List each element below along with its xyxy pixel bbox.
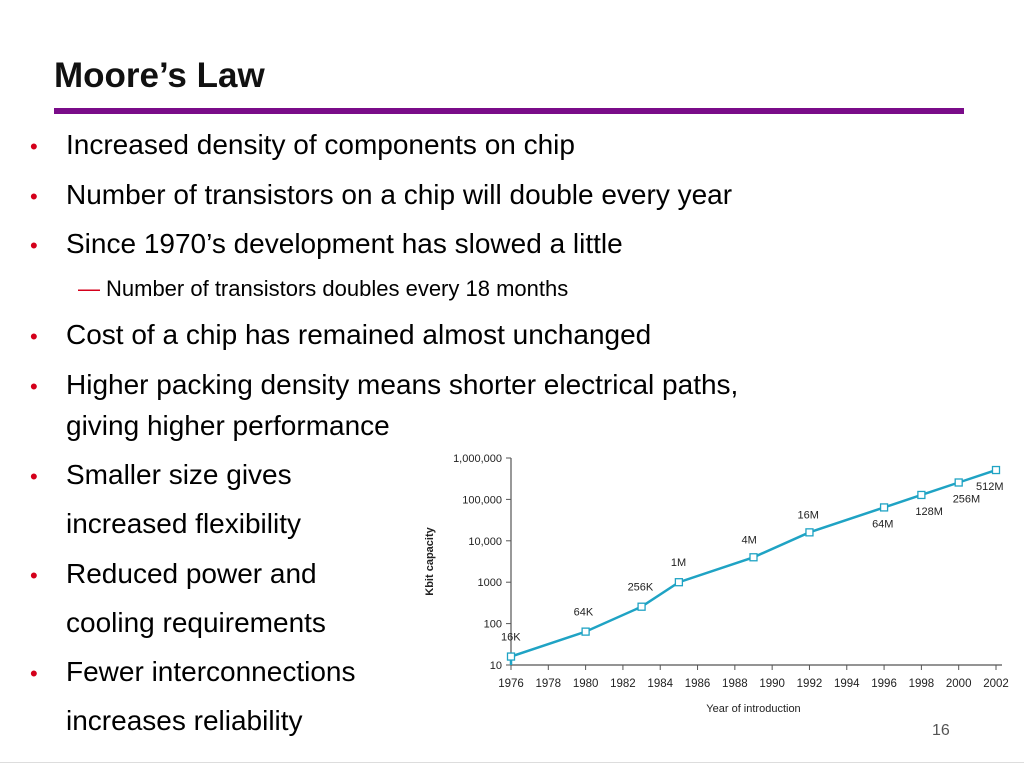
- data-point-marker: [637, 602, 646, 611]
- slide-title: Moore’s Law: [54, 56, 265, 95]
- bullet-text: Number of transistors on a chip will dou…: [66, 179, 733, 210]
- bullet-dot-icon: •: [30, 324, 38, 349]
- data-point-marker: [674, 578, 684, 587]
- x-tick-label: 2000: [946, 678, 972, 690]
- x-tick-label: 1996: [871, 678, 897, 690]
- x-tick-label: 1990: [759, 678, 785, 690]
- dash-icon: —: [78, 276, 100, 301]
- bullet-dot-icon: •: [30, 233, 38, 258]
- sub-bullet-item: — Number of transistors doubles every 18 …: [78, 276, 568, 302]
- x-tick-label: 1976: [498, 678, 524, 690]
- data-point-marker: [581, 627, 590, 636]
- x-tick-label: 1994: [834, 678, 860, 690]
- bottom-divider: [0, 762, 1024, 763]
- slide-number: 16: [932, 722, 950, 739]
- bullet-dot-icon: •: [30, 464, 38, 489]
- x-tick-label: 1982: [610, 678, 636, 690]
- x-axis-label: Year of introduction: [706, 703, 800, 715]
- data-point-label: 16K: [501, 632, 521, 644]
- bullet-dot-icon: •: [30, 661, 38, 686]
- y-tick-label: 1000: [478, 577, 502, 589]
- x-tick-label: 1992: [797, 678, 823, 690]
- x-tick-label: 1998: [909, 678, 935, 690]
- bullet-dot-icon: •: [30, 184, 38, 209]
- data-point-label: 64M: [872, 518, 893, 530]
- bullet-dot-icon: •: [30, 374, 38, 399]
- bullet-text: Cost of a chip has remained almost uncha…: [66, 319, 652, 350]
- bullet-text: Higher packing density means shorter ele…: [66, 369, 739, 400]
- bullet-text-continuation: increased flexibility: [66, 508, 301, 539]
- data-point-marker: [991, 465, 1001, 475]
- y-tick-label: 10: [490, 660, 502, 672]
- y-axis-label: Kbit capacity: [424, 526, 436, 595]
- data-point-marker: [879, 503, 889, 512]
- bullet-text: Reduced power and: [66, 558, 317, 589]
- bullet-dot-icon: •: [30, 134, 38, 159]
- x-tick-label: 1988: [722, 678, 748, 690]
- data-point-marker: [506, 652, 516, 661]
- bullet-text-continuation: cooling requirements: [66, 607, 326, 638]
- y-tick-label: 100,000: [462, 494, 502, 506]
- moores-law-chart: 10 100 1000 10,000 100,000 1,000,000 1976 1978 1…: [424, 453, 1009, 715]
- sub-bullet-text: Number of transistors doubles every 18 m…: [106, 276, 569, 301]
- data-point-label: 16M: [797, 509, 818, 521]
- data-point-label: 64K: [574, 607, 594, 619]
- data-point-label: 256M: [953, 493, 981, 505]
- data-point-marker: [805, 528, 814, 537]
- data-point-marker: [749, 553, 758, 562]
- data-point-label: 512M: [976, 481, 1004, 493]
- data-point-label: 4M: [742, 534, 757, 546]
- bullet-text-continuation: increases reliability: [66, 705, 303, 736]
- bullet-text: Since 1970’s development has slowed a li…: [66, 228, 623, 259]
- x-tick-label: 1986: [685, 678, 711, 690]
- y-tick-label: 100: [484, 619, 502, 631]
- bullet-text: Smaller size gives: [66, 459, 292, 490]
- y-tick-label: 1,000,000: [453, 453, 502, 465]
- data-point-label: 256K: [628, 582, 654, 594]
- bullet-text: Fewer interconnections: [66, 656, 356, 687]
- y-tick-label: 10,000: [468, 536, 502, 548]
- data-point-label: 1M: [671, 557, 686, 569]
- bullet-dot-icon: •: [30, 563, 38, 588]
- x-tick-label: 1984: [647, 678, 673, 690]
- data-point-marker: [917, 490, 926, 500]
- bullet-text: Increased density of components on chip: [66, 129, 575, 160]
- x-tick-label: 2002: [983, 678, 1009, 690]
- data-point-label: 128M: [915, 506, 943, 518]
- bullet-text-continuation: giving higher performance: [66, 410, 390, 441]
- x-tick-label: 1978: [536, 678, 562, 690]
- x-tick-label: 1980: [573, 678, 599, 690]
- data-point-marker: [954, 478, 963, 487]
- title-underline: [54, 108, 964, 114]
